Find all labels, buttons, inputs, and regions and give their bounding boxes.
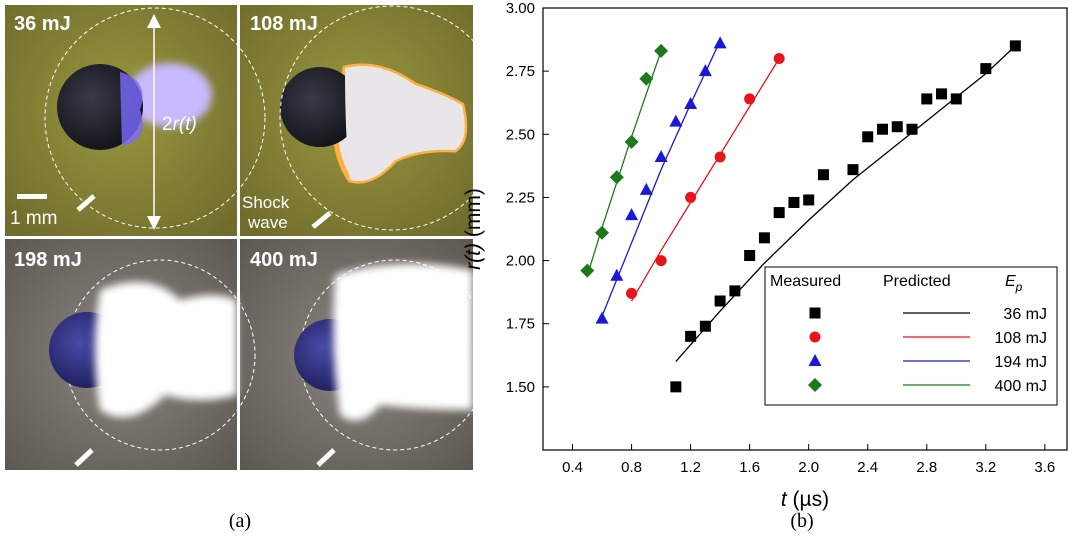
data-point bbox=[596, 312, 609, 324]
legend-marker bbox=[810, 332, 821, 343]
data-point bbox=[862, 131, 873, 142]
data-point bbox=[774, 207, 785, 218]
plasma bbox=[333, 264, 473, 421]
data-point bbox=[656, 255, 667, 266]
x-tick-label: 0.8 bbox=[621, 459, 642, 476]
legend-label: 36 mJ bbox=[1003, 306, 1047, 323]
legend-label: 194 mJ bbox=[995, 354, 1047, 371]
data-point bbox=[788, 197, 799, 208]
data-point bbox=[759, 232, 770, 243]
data-point bbox=[684, 97, 697, 109]
caption: (b) bbox=[790, 510, 813, 532]
data-point bbox=[715, 295, 726, 306]
photo-panels bbox=[5, 5, 504, 470]
label-part: r(t) bbox=[173, 114, 197, 135]
data-point bbox=[640, 183, 653, 195]
data-point bbox=[921, 93, 932, 104]
data-point bbox=[700, 321, 711, 332]
y-tick-label: 2.25 bbox=[506, 189, 535, 206]
panel-label: 198 mJ bbox=[14, 249, 82, 271]
data-point bbox=[847, 164, 858, 175]
data-point bbox=[669, 115, 682, 127]
legend-label: 400 mJ bbox=[995, 378, 1047, 395]
shock-label: wave bbox=[247, 213, 288, 232]
data-point bbox=[936, 88, 947, 99]
data-point bbox=[715, 152, 726, 163]
data-point bbox=[685, 331, 696, 342]
y-tick-label: 1.75 bbox=[506, 316, 535, 333]
label-part: (mm) bbox=[462, 188, 485, 243]
label-part: p bbox=[1015, 280, 1023, 294]
data-point bbox=[580, 264, 594, 278]
y-tick-label: 2.00 bbox=[506, 253, 535, 270]
data-point bbox=[654, 44, 668, 58]
y-tick-label: 2.75 bbox=[506, 63, 535, 80]
data-point bbox=[744, 93, 755, 104]
fit-line bbox=[587, 51, 661, 276]
caption: (a) bbox=[229, 510, 251, 532]
legend-header: Measured bbox=[770, 273, 841, 290]
fit-line bbox=[632, 59, 780, 301]
scale-bar bbox=[17, 194, 47, 199]
data-point bbox=[774, 53, 785, 64]
shock-label: Shock bbox=[242, 193, 290, 212]
figure: 36 mJ 108 mJ 198 mJ 400 mJ 2r(t) 1 mm Sh… bbox=[0, 0, 1069, 540]
label-part: 2 bbox=[162, 114, 173, 135]
y-tick-label: 2.50 bbox=[506, 126, 535, 143]
label-part: r(t) bbox=[462, 243, 485, 270]
x-axis-label: t (µs) bbox=[781, 488, 829, 511]
data-point bbox=[670, 381, 681, 392]
label-part: (µs) bbox=[787, 488, 829, 511]
x-tick-label: 2.8 bbox=[916, 459, 937, 476]
data-point bbox=[1010, 40, 1021, 51]
label-part: E bbox=[1005, 273, 1016, 290]
data-point bbox=[980, 63, 991, 74]
scale-label: 1 mm bbox=[10, 208, 58, 229]
y-tick-label: 3.00 bbox=[506, 0, 535, 17]
data-point bbox=[877, 124, 888, 135]
y-axis-label: r(t) (mm) bbox=[462, 188, 485, 270]
data-point bbox=[625, 208, 638, 220]
legend-header: Predicted bbox=[883, 273, 951, 290]
data-point bbox=[892, 121, 903, 132]
data-point bbox=[626, 288, 637, 299]
data-point bbox=[818, 169, 829, 180]
data-point bbox=[744, 250, 755, 261]
panel-label: 36 mJ bbox=[14, 13, 71, 35]
data-point bbox=[625, 135, 639, 149]
data-point bbox=[595, 226, 609, 240]
data-point bbox=[803, 194, 814, 205]
x-tick-label: 2.4 bbox=[857, 459, 878, 476]
data-point bbox=[639, 72, 653, 86]
y-tick-label: 1.50 bbox=[506, 379, 535, 396]
x-tick-label: 1.2 bbox=[680, 459, 701, 476]
data-point bbox=[907, 124, 918, 135]
x-tick-label: 1.6 bbox=[739, 459, 760, 476]
data-point bbox=[610, 269, 623, 281]
diameter-label: 2r(t) bbox=[162, 114, 197, 135]
panel-label: 400 mJ bbox=[250, 249, 318, 271]
data-point bbox=[610, 170, 624, 184]
data-point bbox=[951, 93, 962, 104]
x-tick-label: 0.4 bbox=[562, 459, 583, 476]
legend-label: 108 mJ bbox=[995, 330, 1047, 347]
data-point bbox=[685, 192, 696, 203]
x-tick-label: 3.2 bbox=[975, 459, 996, 476]
panel-label: 108 mJ bbox=[250, 13, 318, 35]
chart: 1.50 1.75 2.00 2.25 2.50 2.75 3.00 0.4 0.8 1.2 1.6… bbox=[462, 0, 1067, 511]
data-point bbox=[714, 36, 727, 48]
data-point bbox=[655, 150, 668, 162]
x-tick-label: 3.6 bbox=[1034, 459, 1055, 476]
data-point bbox=[699, 64, 712, 76]
data-point bbox=[729, 285, 740, 296]
x-tick-label: 2.0 bbox=[798, 459, 819, 476]
legend-marker bbox=[810, 308, 821, 319]
